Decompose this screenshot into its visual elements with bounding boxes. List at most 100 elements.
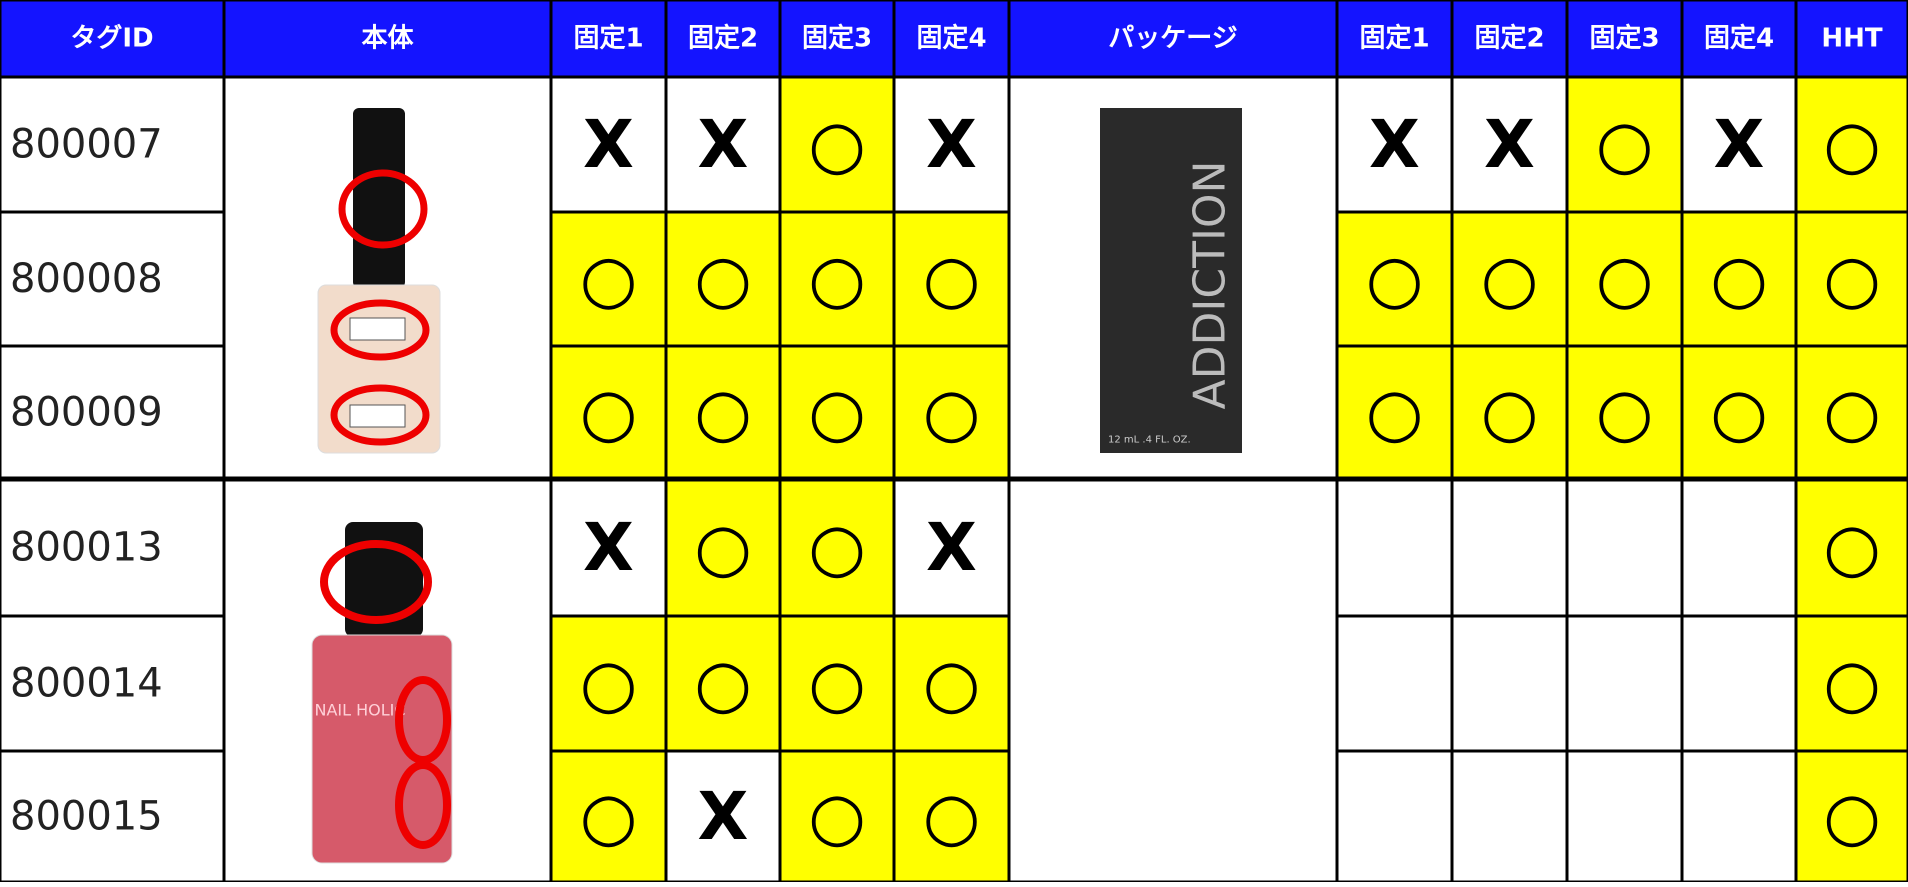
result-cell bbox=[1335, 614, 1454, 753]
tag-id: 800014 bbox=[10, 661, 163, 707]
result-cell bbox=[1680, 75, 1798, 214]
header-label: 固定3 bbox=[802, 23, 872, 54]
result-cell bbox=[1680, 749, 1798, 884]
header-cell bbox=[1794, 0, 1908, 79]
header-label: タグID bbox=[70, 24, 153, 54]
result-mark: ○ bbox=[1823, 778, 1881, 855]
result-mark: ○ bbox=[808, 241, 866, 318]
result-cell bbox=[1335, 75, 1454, 214]
result-cell bbox=[1680, 477, 1798, 618]
highlight-circle bbox=[330, 299, 430, 361]
result-mark: ○ bbox=[923, 241, 981, 318]
result-mark: ○ bbox=[1366, 374, 1424, 451]
tag bbox=[349, 404, 406, 428]
result-cell bbox=[778, 477, 896, 618]
package-volume: 12 mL .4 FL. OZ. bbox=[1108, 435, 1191, 446]
result-cell bbox=[892, 614, 1011, 753]
header-label: 本体 bbox=[361, 24, 414, 54]
result-mark: ○ bbox=[923, 645, 981, 722]
result-mark: ○ bbox=[580, 645, 638, 722]
result-cell bbox=[549, 614, 668, 753]
highlight-circle bbox=[395, 761, 451, 849]
bottle-image: NAIL HOLIC bbox=[311, 522, 453, 864]
highlight-circle bbox=[320, 540, 432, 624]
result-mark: ○ bbox=[1823, 241, 1881, 318]
header-cell bbox=[1565, 0, 1684, 79]
result-mark: ○ bbox=[1596, 241, 1654, 318]
result-cell bbox=[892, 749, 1011, 884]
highlight-circle bbox=[330, 384, 430, 446]
result-mark: ○ bbox=[808, 509, 866, 586]
highlight-circle bbox=[395, 676, 451, 764]
result-cell bbox=[1680, 210, 1798, 348]
bottle-brand: NAIL HOLIC bbox=[314, 701, 405, 720]
package-brand: ADDICTION bbox=[1185, 161, 1236, 410]
result-mark: ○ bbox=[1823, 106, 1881, 183]
result-cell bbox=[1794, 477, 1908, 618]
result-cell bbox=[1680, 614, 1798, 753]
tag-id: 800013 bbox=[10, 525, 163, 571]
result-mark: ○ bbox=[1710, 241, 1768, 318]
result-cell bbox=[1450, 614, 1569, 753]
header-cell bbox=[1450, 0, 1569, 79]
bottle-body bbox=[311, 634, 453, 864]
result-mark: ○ bbox=[694, 241, 752, 318]
bottle-cap bbox=[353, 108, 405, 288]
result-cell bbox=[1565, 477, 1684, 618]
tag-id: 800015 bbox=[10, 794, 163, 840]
id-cell bbox=[0, 210, 226, 348]
result-cell bbox=[549, 75, 668, 214]
result-cell bbox=[1680, 344, 1798, 481]
header-label: 固定2 bbox=[688, 23, 758, 54]
header-cell bbox=[1007, 0, 1339, 79]
result-mark: X bbox=[926, 509, 977, 586]
result-mark: ○ bbox=[808, 106, 866, 183]
result-mark: ○ bbox=[1596, 374, 1654, 451]
header-cell bbox=[1335, 0, 1454, 79]
result-mark: X bbox=[583, 106, 634, 183]
result-cell bbox=[1450, 477, 1569, 618]
result-mark: ○ bbox=[1710, 374, 1768, 451]
result-cell bbox=[892, 75, 1011, 214]
result-mark: ○ bbox=[580, 241, 638, 318]
highlight-circle bbox=[338, 169, 428, 249]
header-cell bbox=[664, 0, 782, 79]
result-cell bbox=[1450, 749, 1569, 884]
result-mark: ○ bbox=[1823, 374, 1881, 451]
result-mark: ○ bbox=[1823, 509, 1881, 586]
result-mark: ○ bbox=[694, 509, 752, 586]
result-cell bbox=[892, 210, 1011, 348]
result-cell bbox=[1335, 210, 1454, 348]
result-mark: ○ bbox=[580, 778, 638, 855]
id-cell bbox=[0, 344, 226, 481]
result-cell bbox=[1450, 344, 1569, 481]
bottle-body bbox=[317, 284, 441, 454]
result-mark: ○ bbox=[923, 778, 981, 855]
tag-id: 800008 bbox=[10, 256, 163, 302]
result-cell bbox=[1565, 75, 1684, 214]
result-cell bbox=[664, 749, 782, 884]
header-label: 固定4 bbox=[916, 23, 986, 54]
tag bbox=[349, 317, 406, 341]
tag-id: 800009 bbox=[10, 390, 163, 436]
header-label: 固定1 bbox=[1359, 23, 1429, 54]
tag-id: 800007 bbox=[10, 122, 163, 168]
result-mark: ○ bbox=[580, 374, 638, 451]
image-cell bbox=[1007, 477, 1339, 884]
result-mark: ○ bbox=[808, 645, 866, 722]
result-mark: X bbox=[698, 106, 749, 183]
bottle-image bbox=[317, 108, 441, 454]
header-label: 固定3 bbox=[1589, 23, 1659, 54]
result-mark: ○ bbox=[1481, 241, 1539, 318]
header-label: 固定2 bbox=[1474, 23, 1544, 54]
result-mark: X bbox=[583, 509, 634, 586]
result-cell bbox=[664, 210, 782, 348]
result-mark: ○ bbox=[1481, 374, 1539, 451]
package-image: ADDICTION 12 mL .4 FL. OZ. bbox=[1100, 108, 1242, 453]
result-cell bbox=[1565, 344, 1684, 481]
result-mark: ○ bbox=[923, 374, 981, 451]
result-mark: X bbox=[698, 778, 749, 855]
header-cell bbox=[222, 0, 553, 79]
package-box bbox=[1100, 108, 1242, 453]
